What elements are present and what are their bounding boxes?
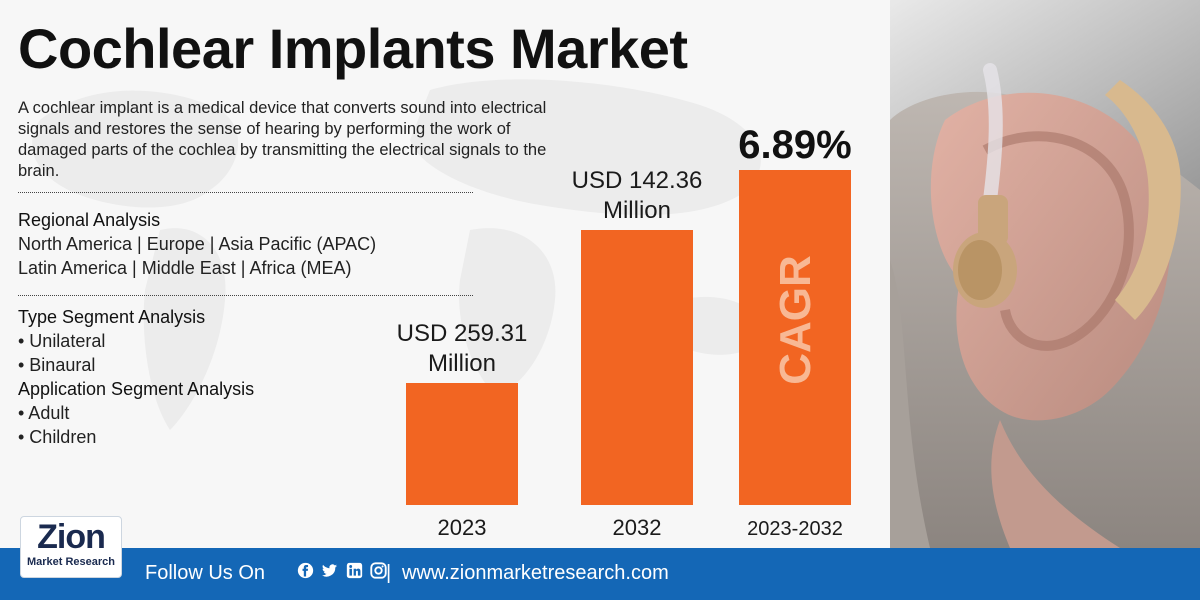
market-bar-chart: USD 259.31 Million 2023 USD 142.36 Million 20…: [397, 123, 852, 540]
type-segment-item: • Binaural: [18, 355, 96, 375]
logo-wordmark: Zion: [37, 518, 106, 556]
ear-photo: [890, 0, 1200, 548]
regional-line-1: North America | Europe | Asia Pacific (A…: [18, 234, 377, 254]
social-icons: [297, 562, 390, 584]
category-label: 2032: [613, 515, 662, 540]
data-label: USD 142.36: [572, 167, 703, 194]
zion-logo[interactable]: Zion Market Research: [20, 516, 122, 578]
linkedin-icon[interactable]: [346, 562, 363, 579]
ear-illustration: [890, 0, 1200, 548]
type-segment-heading: Type Segment Analysis: [18, 307, 206, 327]
divider-bottom: [18, 295, 473, 296]
data-label: USD 259.31: [397, 320, 528, 347]
data-label-unit: Million: [603, 197, 671, 224]
logo-subtext: Market Research: [26, 556, 116, 568]
divider-top: [18, 192, 473, 193]
bar: [406, 383, 518, 505]
footer-bar: [0, 548, 1200, 600]
application-segment-item: • Children: [18, 427, 97, 447]
application-segment-item: • Adult: [18, 403, 70, 423]
cagr-bar-label: CAGR: [771, 255, 820, 385]
website-link[interactable]: www.zionmarketresearch.com: [402, 562, 669, 584]
twitter-icon[interactable]: [321, 562, 338, 579]
instagram-icon[interactable]: [370, 562, 388, 579]
market-description: A cochlear implant is a medical device t…: [18, 99, 547, 180]
application-segment-heading: Application Segment Analysis: [18, 379, 255, 399]
page-title: Cochlear Implants Market: [18, 17, 688, 80]
regional-heading: Regional Analysis: [18, 210, 161, 230]
category-label: 2023: [438, 515, 487, 540]
bar: [739, 170, 851, 505]
cagr-value: 6.89%: [738, 123, 851, 167]
footer-separator: |: [386, 562, 392, 584]
bar: [581, 230, 693, 505]
facebook-icon[interactable]: [297, 562, 314, 579]
regional-line-2: Latin America | Middle East | Africa (ME…: [18, 258, 352, 278]
type-segment-item: • Unilateral: [18, 331, 106, 351]
category-label: 2023-2032: [747, 518, 843, 540]
data-label-unit: Million: [428, 350, 496, 377]
follow-us-label: Follow Us On: [145, 562, 266, 584]
